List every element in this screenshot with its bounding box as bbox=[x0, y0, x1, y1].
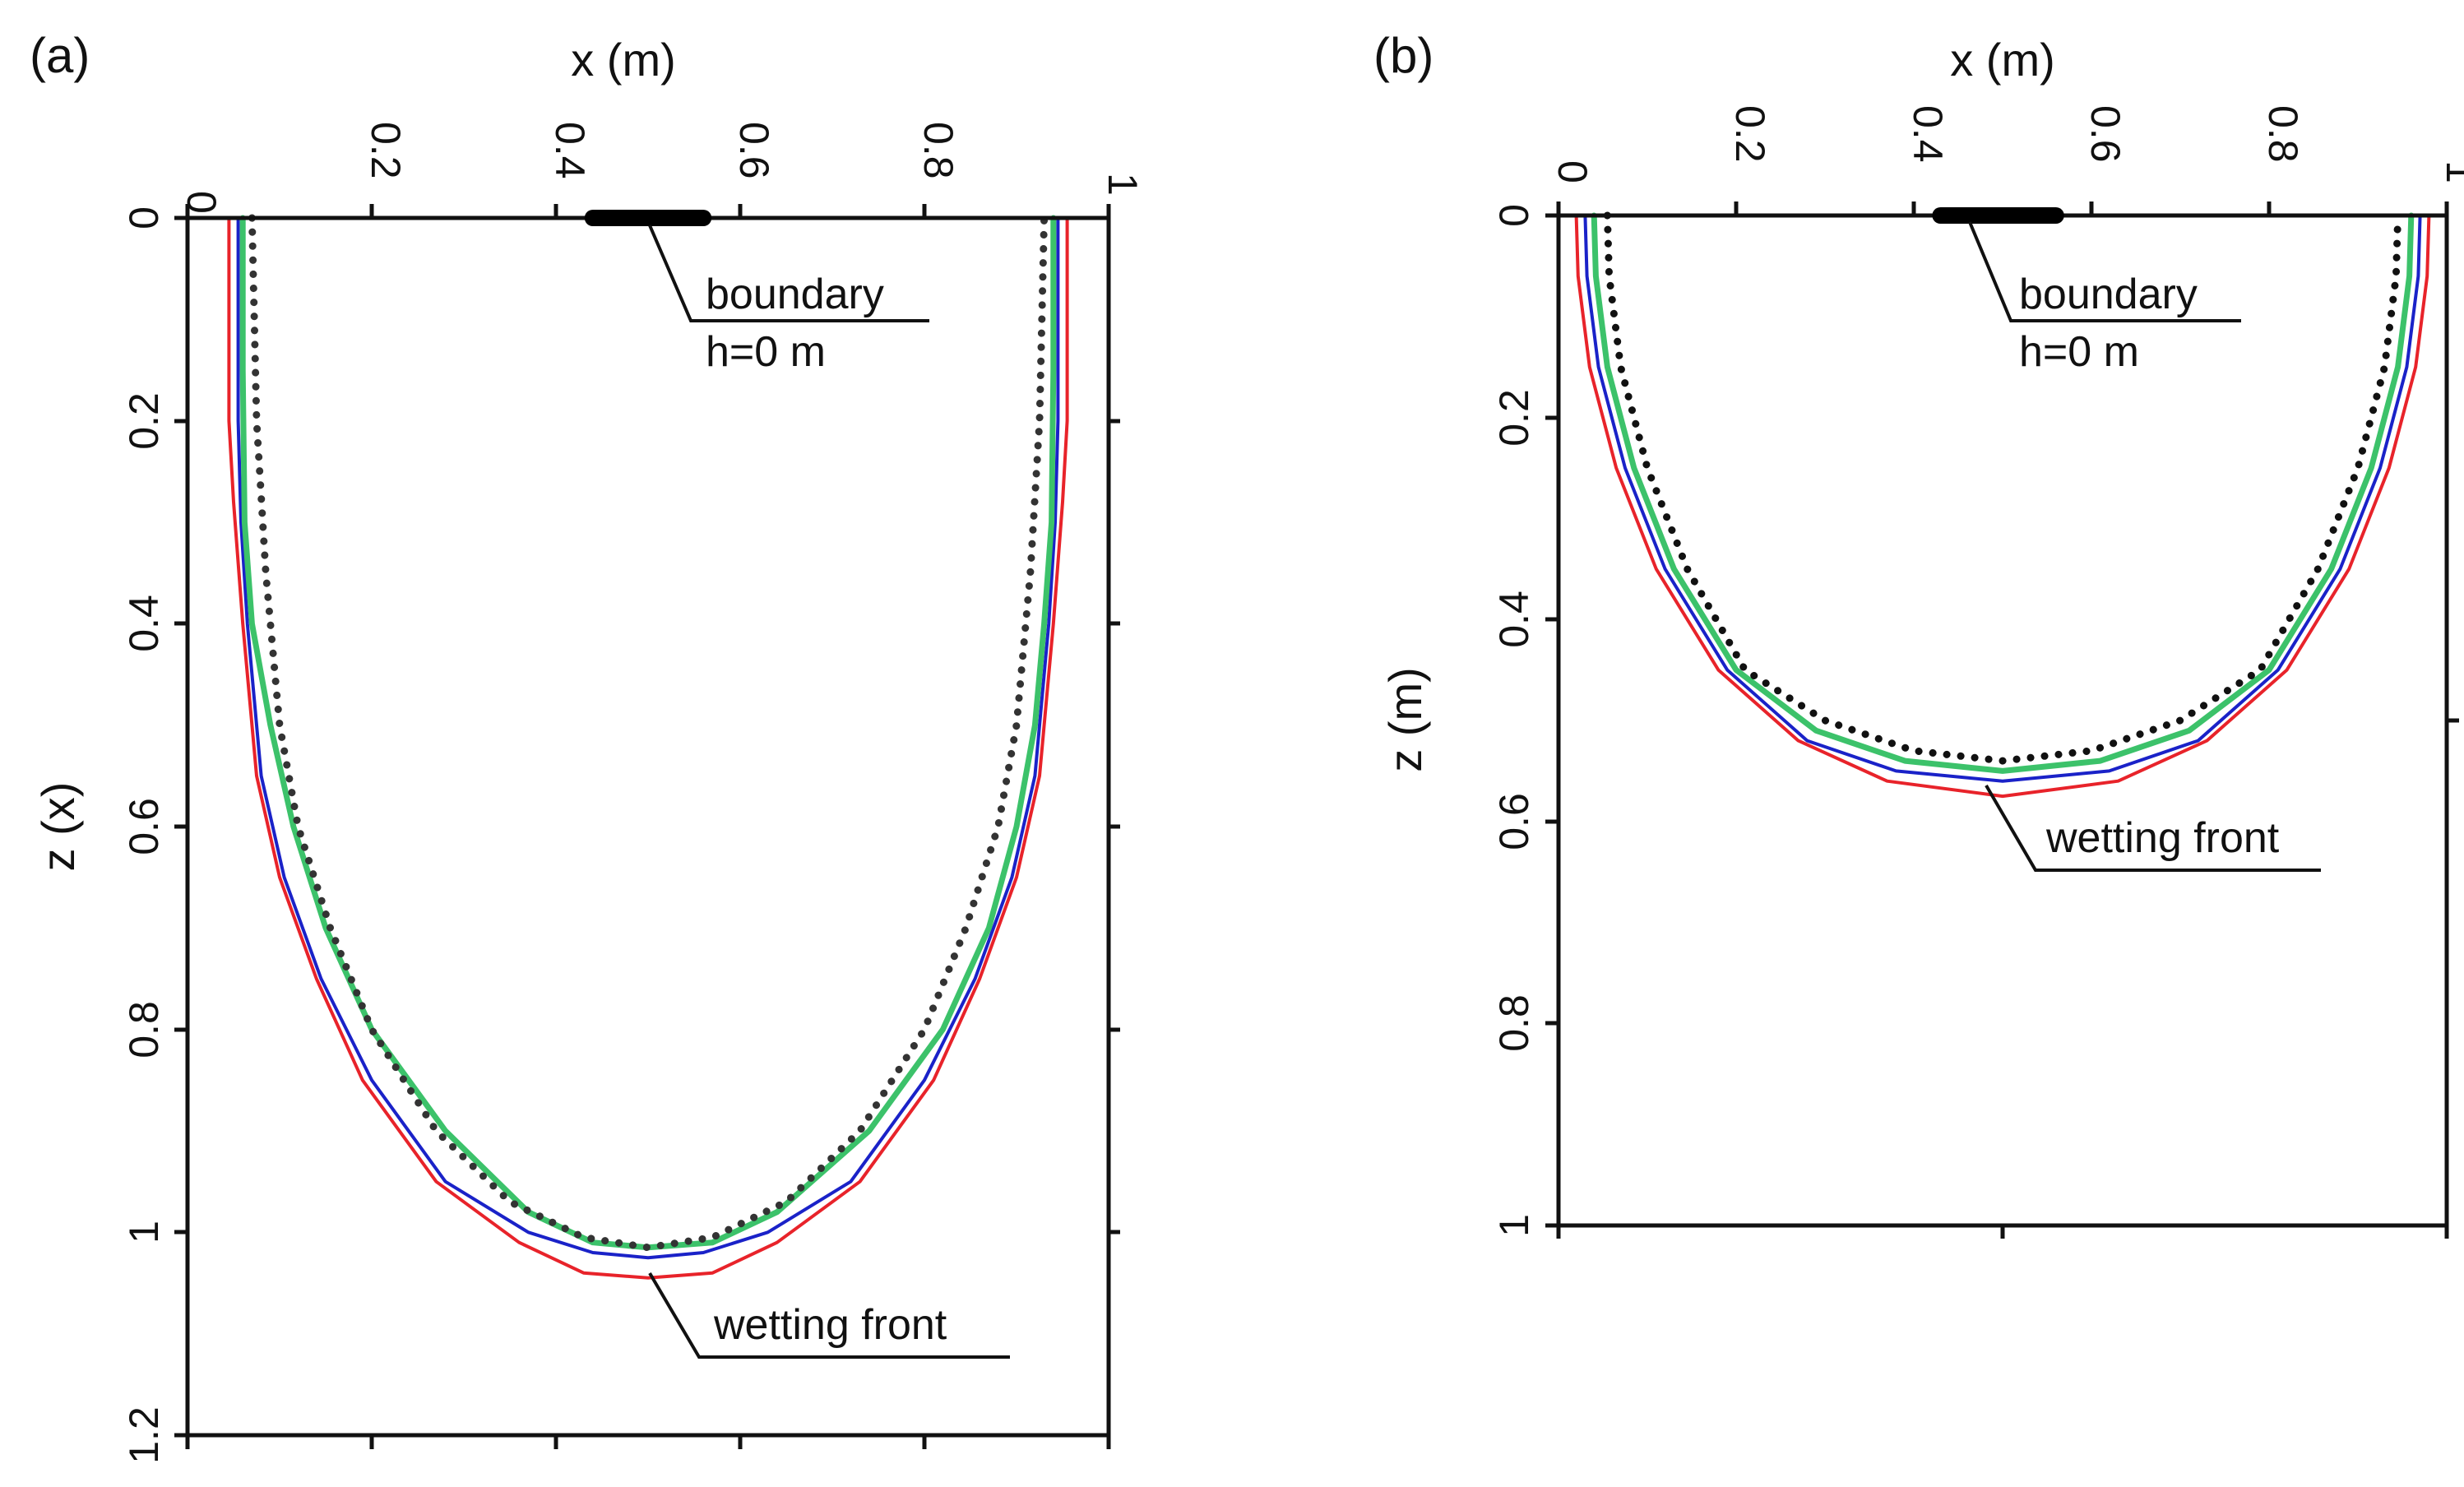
panel-a-red-curve bbox=[227, 216, 1069, 1280]
panel-b-y-tick-label: 0 bbox=[1491, 204, 1537, 227]
panel-a-y-tick-label: 0.4 bbox=[121, 595, 167, 652]
panel-a-x-tick-label: 0.8 bbox=[915, 122, 961, 179]
panel-b-y-tick-label: 0.6 bbox=[1491, 793, 1537, 850]
panel-b-boundary-leader bbox=[1968, 221, 2241, 322]
panel-b-boundary-label: boundary bbox=[2019, 271, 2198, 318]
panel-a-y-tick-label: 0.8 bbox=[121, 1001, 167, 1059]
panel-b-wetting-front-leader bbox=[1985, 784, 2321, 872]
panel-a-blue-curve bbox=[236, 216, 1060, 1260]
panel-b-blue-curve bbox=[1583, 214, 2422, 783]
panel-a-boundary-leader bbox=[648, 225, 929, 322]
panel-b-x-tick-label: 0.8 bbox=[2260, 105, 2306, 163]
panel-b-label: (b) bbox=[1373, 28, 1433, 83]
panel-b-x-tick-label: 0.2 bbox=[1727, 105, 1773, 163]
panel-b-x-tick-label: 0.6 bbox=[2082, 105, 2128, 163]
panel-b-x-tick-label: 1 bbox=[2438, 160, 2464, 183]
panel-a-x-tick-label: 1 bbox=[1100, 173, 1146, 196]
panel-b-y-tick-label: 1 bbox=[1491, 1214, 1537, 1237]
panel-a-y-tick-label: 0 bbox=[121, 206, 167, 229]
panel-a-wetting-front-leader bbox=[648, 1272, 1010, 1359]
panel-b-curves bbox=[1574, 211, 2431, 799]
panel-a-black-dotted-curve bbox=[248, 214, 1049, 1252]
panel-a-x-axis-title: x (m) bbox=[571, 34, 676, 86]
panel-a-x-tick-label: 0.4 bbox=[547, 122, 593, 179]
panel-a-y-tick-label: 1 bbox=[121, 1221, 167, 1244]
panel-a-x-tick-label: 0 bbox=[178, 191, 225, 214]
panel-a: (a) x (m) z (x) bbox=[30, 28, 1146, 1464]
panel-b-x-tick-label: 0.4 bbox=[1905, 105, 1951, 163]
panel-a-y-tick-label: 0.6 bbox=[121, 798, 167, 855]
panel-a-y-tick-label: 1.2 bbox=[121, 1406, 167, 1464]
panel-b-wetting-front-label: wetting front bbox=[2045, 814, 2280, 862]
panel-a-label: (a) bbox=[30, 28, 90, 83]
panel-b-green-curve bbox=[1591, 212, 2415, 774]
panel-a-x-tick-label: 0.6 bbox=[731, 122, 777, 179]
panel-a-boundary-label: boundary bbox=[706, 271, 884, 318]
panel-b-x-tick-label: 0 bbox=[1549, 160, 1596, 183]
panel-b-y-tick-label: 0.8 bbox=[1491, 994, 1537, 1052]
panel-b-black-dotted-curve bbox=[1603, 211, 2402, 765]
panel-b-y-tick-label: 0.2 bbox=[1491, 389, 1537, 447]
panel-b-y-tick-label: 0.4 bbox=[1491, 591, 1537, 648]
panel-b-y-axis-title: z (m) bbox=[1379, 667, 1431, 772]
panel-a-y-axis-title: z (x) bbox=[32, 782, 84, 872]
panel-a-boundary-h-label: h=0 m bbox=[706, 328, 826, 376]
panel-a-x-tick-label: 0.2 bbox=[363, 122, 409, 179]
panel-a-curves bbox=[227, 214, 1069, 1280]
panel-b: (b) x (m) z (m) 0 0.2 0.4 0.6 0.8 1 0 0.… bbox=[1373, 28, 2464, 1239]
panel-b-red-curve bbox=[1574, 214, 2431, 799]
panel-b-boundary-h-label: h=0 m bbox=[2019, 328, 2139, 376]
panel-a-y-tick-label: 0.2 bbox=[121, 392, 167, 450]
panel-a-wetting-front-label: wetting front bbox=[713, 1301, 947, 1349]
panel-a-green-curve bbox=[239, 215, 1057, 1251]
panel-b-x-axis-title: x (m) bbox=[1950, 34, 2055, 86]
